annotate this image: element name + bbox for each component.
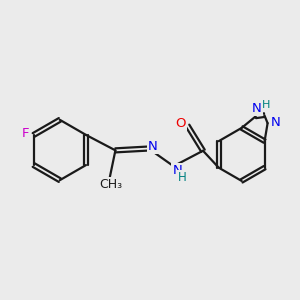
Text: N: N [271, 116, 281, 129]
Text: N: N [172, 164, 182, 177]
Text: N: N [252, 102, 262, 115]
Text: H: H [178, 171, 187, 184]
Text: H: H [262, 100, 270, 110]
Text: CH₃: CH₃ [99, 178, 122, 191]
Text: N: N [148, 140, 158, 153]
Text: F: F [22, 127, 29, 140]
Text: O: O [176, 117, 186, 130]
